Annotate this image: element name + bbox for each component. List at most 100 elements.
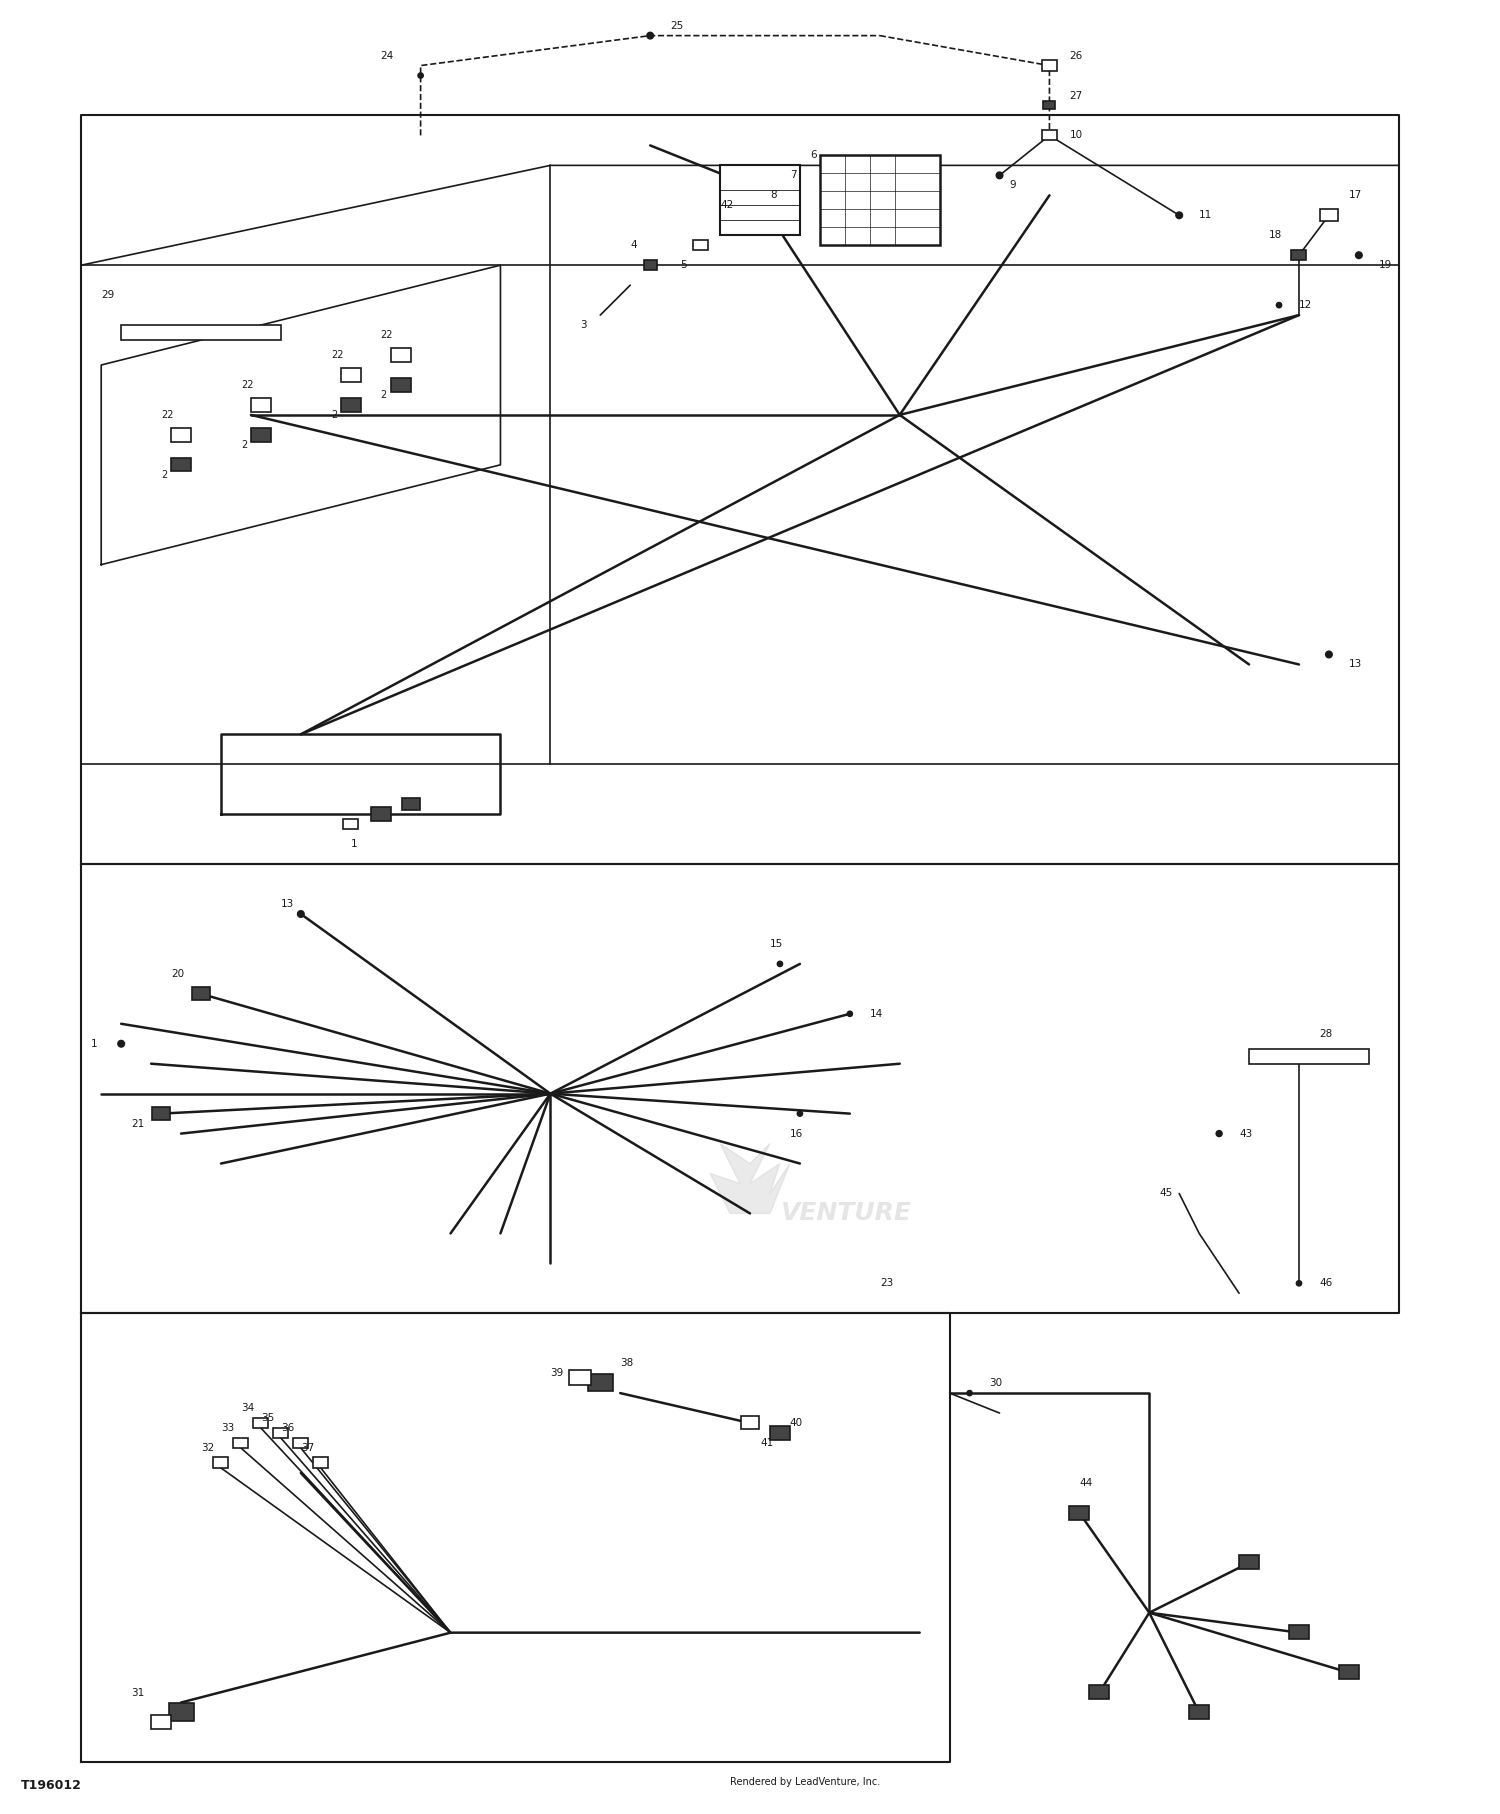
Text: 29: 29 xyxy=(100,290,114,299)
Text: 3: 3 xyxy=(580,319,586,330)
Bar xyxy=(251,428,272,441)
Text: 13: 13 xyxy=(280,900,294,909)
Bar xyxy=(741,1417,759,1429)
Circle shape xyxy=(1176,212,1182,219)
Text: 5: 5 xyxy=(680,259,687,270)
Text: 10: 10 xyxy=(1070,131,1083,140)
Circle shape xyxy=(419,73,423,78)
Text: 28: 28 xyxy=(1318,1029,1332,1039)
Bar xyxy=(340,368,360,381)
Text: 13: 13 xyxy=(1348,660,1362,669)
Text: 25: 25 xyxy=(670,20,684,31)
Text: 39: 39 xyxy=(550,1368,564,1379)
Text: 2: 2 xyxy=(242,439,248,450)
Text: 22: 22 xyxy=(242,379,254,390)
Bar xyxy=(390,348,411,361)
Bar xyxy=(1070,1506,1089,1520)
Text: 1: 1 xyxy=(351,840,357,849)
Text: 33: 33 xyxy=(220,1422,234,1433)
Text: 30: 30 xyxy=(990,1379,1002,1388)
Text: T196012: T196012 xyxy=(21,1780,82,1792)
Text: 43: 43 xyxy=(1239,1128,1252,1139)
Text: 2: 2 xyxy=(381,390,387,399)
Bar xyxy=(192,987,210,1000)
Circle shape xyxy=(996,172,1004,180)
Circle shape xyxy=(118,1041,124,1047)
Text: 41: 41 xyxy=(760,1439,772,1448)
Bar xyxy=(644,261,657,270)
Bar xyxy=(1042,131,1058,140)
Bar xyxy=(1089,1685,1110,1700)
Bar xyxy=(152,1716,171,1729)
Text: 17: 17 xyxy=(1348,190,1362,200)
Bar xyxy=(314,1457,328,1468)
Bar xyxy=(340,397,360,412)
Bar xyxy=(1250,1048,1370,1063)
Text: 12: 12 xyxy=(1299,299,1312,310)
Text: 46: 46 xyxy=(1318,1279,1332,1288)
Text: 7: 7 xyxy=(790,171,796,180)
Text: 22: 22 xyxy=(332,350,344,359)
Text: 14: 14 xyxy=(870,1009,883,1019)
Text: 11: 11 xyxy=(1198,210,1212,219)
Text: 24: 24 xyxy=(381,51,394,60)
Circle shape xyxy=(1276,303,1281,308)
Circle shape xyxy=(777,961,783,967)
Text: 37: 37 xyxy=(302,1442,313,1453)
Text: 2: 2 xyxy=(332,410,338,419)
Text: 1: 1 xyxy=(92,1039,98,1048)
Text: 42: 42 xyxy=(720,200,734,210)
Bar xyxy=(1292,250,1306,259)
Circle shape xyxy=(1216,1130,1222,1137)
Bar xyxy=(570,1370,591,1386)
Text: 34: 34 xyxy=(242,1402,254,1413)
Text: 22: 22 xyxy=(160,410,174,419)
Text: 31: 31 xyxy=(130,1687,144,1698)
Bar xyxy=(171,457,190,472)
Circle shape xyxy=(1326,651,1332,658)
Text: 2: 2 xyxy=(160,470,168,479)
Circle shape xyxy=(968,1391,972,1395)
Text: 4: 4 xyxy=(630,239,638,250)
Polygon shape xyxy=(710,1143,791,1214)
Bar xyxy=(588,1373,613,1391)
Text: 35: 35 xyxy=(261,1413,274,1422)
Text: 16: 16 xyxy=(790,1128,802,1139)
Text: 19: 19 xyxy=(1378,259,1392,270)
Text: 18: 18 xyxy=(1269,230,1282,239)
Bar xyxy=(1320,209,1338,221)
Text: 9: 9 xyxy=(1010,180,1016,190)
Text: 45: 45 xyxy=(1160,1188,1173,1199)
Text: 32: 32 xyxy=(201,1442,214,1453)
Text: 21: 21 xyxy=(130,1119,144,1128)
Bar xyxy=(294,1437,309,1448)
Circle shape xyxy=(796,1110,802,1116)
Bar xyxy=(254,1417,268,1428)
Bar xyxy=(1044,102,1056,109)
Text: 23: 23 xyxy=(880,1279,892,1288)
Bar xyxy=(402,798,420,811)
Bar xyxy=(370,807,390,820)
Bar xyxy=(720,165,800,236)
Circle shape xyxy=(646,33,654,38)
Bar xyxy=(770,1426,790,1440)
Text: 36: 36 xyxy=(280,1422,294,1433)
Bar xyxy=(152,1107,170,1119)
Text: 8: 8 xyxy=(770,190,777,200)
Text: 6: 6 xyxy=(810,151,816,160)
Bar xyxy=(1340,1665,1359,1680)
Bar xyxy=(171,428,190,441)
Bar xyxy=(1239,1555,1258,1569)
Text: Rendered by LeadVenture, Inc.: Rendered by LeadVenture, Inc. xyxy=(730,1778,880,1787)
Bar xyxy=(213,1457,228,1468)
Bar xyxy=(1042,60,1058,71)
Text: 40: 40 xyxy=(790,1419,802,1428)
Bar xyxy=(390,377,411,392)
Bar xyxy=(273,1428,288,1439)
Text: VENTURE: VENTURE xyxy=(780,1201,910,1226)
Bar xyxy=(1190,1705,1209,1720)
Bar xyxy=(234,1437,249,1448)
Bar xyxy=(344,818,358,829)
Circle shape xyxy=(1356,252,1362,259)
Text: 27: 27 xyxy=(1070,91,1083,100)
